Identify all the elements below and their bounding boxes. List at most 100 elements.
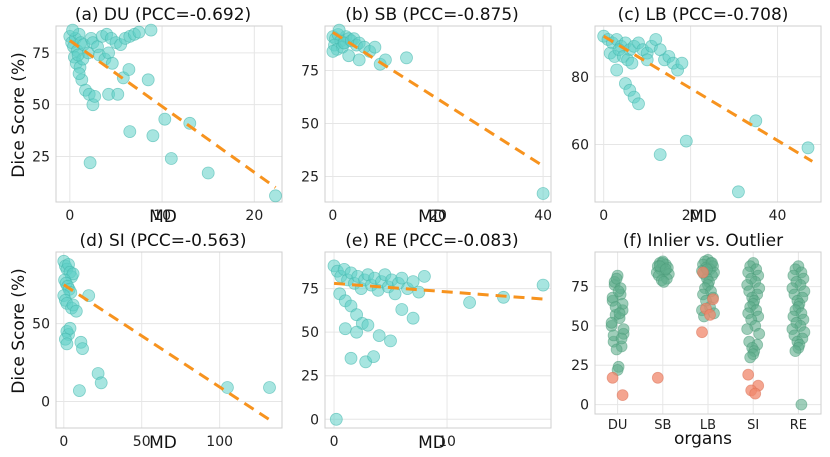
panel-c-xtick-label: 20 <box>682 208 700 224</box>
panel-e-ytick-label: 50 <box>301 325 319 341</box>
panel-d-xlabel: MD <box>149 433 177 453</box>
panel-f-inlier-point <box>613 307 626 320</box>
panel-f-ytick-label: 25 <box>571 358 589 374</box>
panel-e-point <box>384 334 397 348</box>
panel-e: (e) RE (PCC=-0.083) MD 0 10 0 25 50 75 <box>301 231 552 453</box>
panel-c-point <box>732 185 745 199</box>
panel-e-xlabel: MD <box>418 433 446 453</box>
panel-d-point <box>73 384 86 398</box>
panel-f-xtick-label: SB <box>654 418 671 433</box>
panel-a-point <box>123 125 137 139</box>
panel-d-point <box>63 321 77 335</box>
panel-f-inlier-point <box>612 285 625 298</box>
panel-e-point <box>417 269 431 283</box>
panel-f-ytick-label: 0 <box>580 398 589 414</box>
y-axis-label-top: Dice Score (%) <box>9 52 29 177</box>
panel-a-ytick-label: 50 <box>32 98 50 114</box>
panel-b: (b) SB (PCC=-0.875) MD 0 20 40 25 50 75 <box>301 5 552 227</box>
panel-f-ytick-label: 50 <box>571 319 589 335</box>
panel-c-point <box>653 148 667 162</box>
panel-e-point <box>412 285 426 299</box>
panel-a-point <box>141 73 155 87</box>
panel-c-point <box>749 114 763 128</box>
panel-d-trend-line <box>62 283 274 424</box>
panel-e-point <box>329 412 343 426</box>
panel-d-point <box>76 342 89 356</box>
panel-c-xtick-label: 0 <box>599 208 608 224</box>
panel-a-point <box>71 48 85 62</box>
panel-a-plot-frame <box>55 25 283 203</box>
panel-d-xtick-label: 50 <box>133 434 151 450</box>
panel-a-trend-line <box>68 39 277 189</box>
panel-c-point <box>625 56 639 70</box>
panel-b-point <box>352 53 366 67</box>
panel-c-xlabel: MD <box>689 207 717 227</box>
panel-f-outlier-point <box>616 389 629 402</box>
panel-a-point <box>122 63 136 76</box>
panel-d-point <box>60 337 74 351</box>
panel-c-xtick-label: 40 <box>769 208 787 224</box>
panel-f-inlier-point <box>615 332 628 345</box>
panel-e-point <box>344 351 358 365</box>
panel-e-point <box>463 296 477 309</box>
panel-f-xtick-label: LB <box>700 418 716 433</box>
panel-c-point <box>679 134 693 148</box>
panel-a: (a) DU (PCC=-0.692) MD 0 10 20 25 50 75 <box>32 5 283 227</box>
panel-b-plot-frame <box>324 25 552 203</box>
panel-e-title: (e) RE (PCC=-0.083) <box>345 231 518 251</box>
panel-d-xtick-label: 100 <box>206 434 233 450</box>
panel-f-inlier-point <box>744 351 757 364</box>
panel-b-point <box>536 187 550 200</box>
panel-f-inlier-point <box>753 327 766 340</box>
panel-f-inlier-point <box>610 272 623 285</box>
panel-e-point <box>536 278 550 292</box>
panel-e-xtick-label: 0 <box>330 434 339 450</box>
panel-a-point <box>164 152 178 165</box>
panel-b-xtick-label: 40 <box>534 208 552 224</box>
panel-b-xtick-label: 20 <box>429 208 447 224</box>
panel-b-xlabel: MD <box>418 207 446 227</box>
panel-d-ytick-label: 0 <box>41 395 50 411</box>
panel-f-outlier-point <box>696 326 708 339</box>
panel-e-ytick-label: 75 <box>301 282 319 298</box>
panel-d-point <box>263 381 276 394</box>
panel-c-ytick-label: 60 <box>571 137 589 153</box>
panel-f-outlier-point <box>749 387 762 400</box>
panel-f-outlier-point <box>697 266 709 279</box>
panel-e-point <box>338 322 352 336</box>
panel-e-ytick-label: 0 <box>310 412 319 428</box>
panel-a-xtick-label: 10 <box>153 208 171 224</box>
panel-b-point <box>400 51 413 65</box>
panel-e-point <box>350 325 364 339</box>
panel-d: (d) SI (PCC=-0.563) MD 0 50 100 0 50 <box>32 231 283 453</box>
panel-c-trend-line <box>602 34 814 163</box>
panel-f-xtick-label: DU <box>608 418 628 433</box>
panel-f-title: (f) Inlier vs. Outlier <box>623 231 783 251</box>
panel-f-inlier-point <box>789 345 802 358</box>
panel-f-inlier-point <box>659 263 672 276</box>
panel-a-point <box>66 23 79 37</box>
panel-c-title: (c) LB (PCC=-0.708) <box>618 5 789 25</box>
panel-c-point <box>610 63 624 77</box>
panel-c: (c) LB (PCC=-0.708) MD 0 20 40 60 80 <box>571 5 822 227</box>
panel-a-xtick-label: 20 <box>245 208 263 224</box>
panel-a-point <box>72 67 86 80</box>
panel-f-outlier-point <box>651 371 664 384</box>
panel-b-ytick-label: 75 <box>301 64 319 80</box>
panel-a-ytick-label: 25 <box>32 149 50 165</box>
panel-d-point <box>220 381 234 394</box>
panel-c-point <box>675 56 689 70</box>
panel-f: (f) Inlier vs. Outlier organs DU SB LB SI RE 0 2… <box>571 231 822 449</box>
panel-a-point <box>146 129 160 143</box>
panel-a-point <box>132 25 146 39</box>
panel-f-inlier-point <box>795 398 808 411</box>
panel-f-xlabel: organs <box>674 429 732 449</box>
panel-b-point <box>326 45 340 58</box>
panel-e-point <box>372 329 386 343</box>
panel-c-plot-frame <box>594 25 822 203</box>
panel-f-inlier-point <box>741 323 754 336</box>
panel-d-plot-frame <box>55 251 283 429</box>
panel-a-point <box>144 23 158 37</box>
panel-c-ytick-label: 80 <box>571 70 589 86</box>
